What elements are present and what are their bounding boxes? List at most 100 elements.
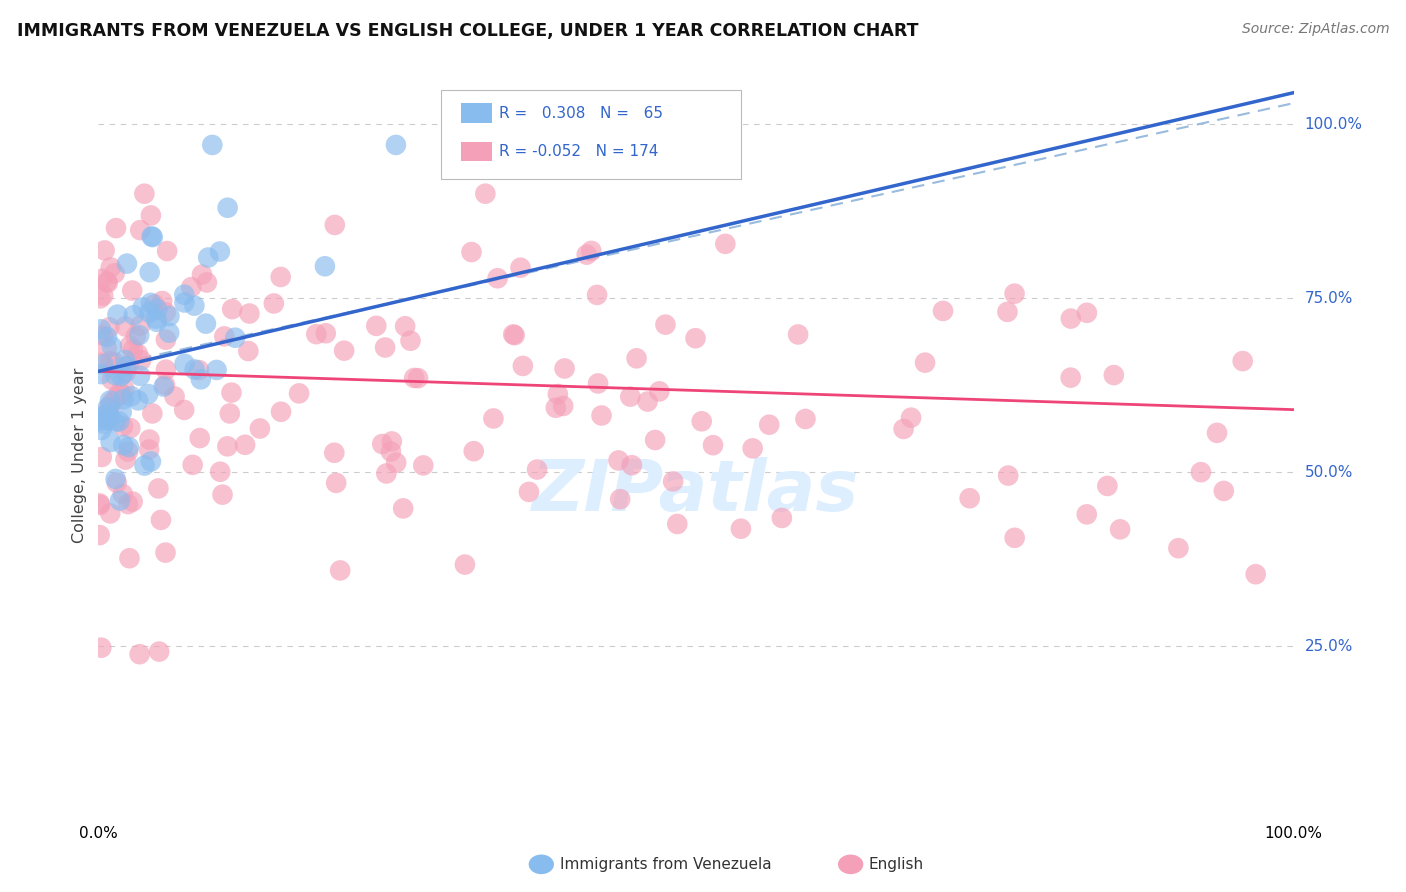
Point <box>714 236 737 251</box>
Point <box>1004 531 1026 545</box>
Point <box>122 308 145 322</box>
Point <box>758 417 780 432</box>
Point <box>662 475 685 489</box>
Point <box>127 347 149 361</box>
Point <box>238 306 260 320</box>
Point <box>118 551 141 566</box>
Point <box>325 475 347 490</box>
Point <box>214 329 236 343</box>
Point <box>93 357 115 371</box>
Point <box>121 494 143 508</box>
Point <box>270 405 292 419</box>
Point <box>1206 425 1229 440</box>
Point <box>90 423 112 437</box>
Point <box>509 260 531 275</box>
Point <box>89 292 111 306</box>
Point <box>385 137 408 152</box>
Point <box>1167 541 1189 556</box>
Point <box>149 513 172 527</box>
Point <box>91 288 114 302</box>
Point <box>153 378 176 392</box>
Point <box>129 223 152 237</box>
Point <box>120 389 142 403</box>
Text: Immigrants from Venezuela: Immigrants from Venezuela <box>560 857 772 871</box>
Point <box>205 363 228 377</box>
Point <box>111 367 134 381</box>
Point <box>112 438 135 452</box>
Point <box>138 265 160 279</box>
Text: 50.0%: 50.0% <box>1305 465 1353 480</box>
Point <box>93 417 115 431</box>
Point <box>188 363 211 377</box>
Point <box>101 373 124 387</box>
Point <box>112 382 135 396</box>
Point <box>644 433 666 447</box>
Point <box>129 353 152 368</box>
Point <box>96 412 118 426</box>
Point <box>150 294 173 309</box>
Point <box>155 305 177 319</box>
Point <box>591 409 613 423</box>
Text: R = -0.052   N = 174: R = -0.052 N = 174 <box>499 145 658 159</box>
Point <box>155 362 177 376</box>
Point <box>97 276 120 290</box>
Point <box>233 438 256 452</box>
Text: IMMIGRANTS FROM VENEZUELA VS ENGLISH COLLEGE, UNDER 1 YEAR CORRELATION CHART: IMMIGRANTS FROM VENEZUELA VS ENGLISH COL… <box>17 22 918 40</box>
Point <box>392 501 415 516</box>
Point <box>110 369 132 384</box>
Text: ZIPatlas: ZIPatlas <box>533 457 859 526</box>
Point <box>181 458 204 472</box>
Point <box>1060 370 1083 384</box>
Point <box>122 343 145 357</box>
Point <box>607 453 630 467</box>
Point <box>1076 306 1098 320</box>
Text: R =   0.308   N =   65: R = 0.308 N = 65 <box>499 106 664 120</box>
Point <box>474 186 496 201</box>
Point <box>191 268 214 282</box>
Point <box>690 414 713 428</box>
Point <box>637 394 659 409</box>
Point <box>163 389 186 403</box>
Point <box>96 275 118 289</box>
Point <box>586 376 609 391</box>
Point <box>104 356 127 370</box>
Point <box>114 365 136 379</box>
Point <box>224 331 246 345</box>
Point <box>89 413 111 427</box>
Point <box>197 251 219 265</box>
Point <box>173 287 195 301</box>
Point <box>685 331 707 345</box>
Point <box>932 304 955 318</box>
Point <box>146 315 169 329</box>
Text: English: English <box>869 857 924 871</box>
Point <box>217 201 239 215</box>
Text: 25.0%: 25.0% <box>1305 639 1353 654</box>
Point <box>108 414 131 428</box>
Point <box>107 308 129 322</box>
Point <box>619 390 641 404</box>
Point <box>138 433 160 447</box>
Point <box>104 368 127 382</box>
Point <box>101 395 124 409</box>
Point <box>128 647 150 661</box>
Point <box>249 421 271 435</box>
Point <box>111 487 134 501</box>
Point <box>375 467 398 481</box>
Point <box>315 326 337 341</box>
Point <box>142 230 165 244</box>
Point <box>1060 311 1083 326</box>
Point <box>1076 508 1098 522</box>
Point <box>654 318 676 332</box>
Point <box>139 209 162 223</box>
Text: Source: ZipAtlas.com: Source: ZipAtlas.com <box>1241 22 1389 37</box>
Point <box>526 462 548 476</box>
Point <box>141 407 163 421</box>
Point <box>201 137 224 152</box>
Point <box>98 354 121 368</box>
Point <box>148 644 170 658</box>
Point <box>997 468 1019 483</box>
Point <box>288 386 311 401</box>
Point <box>89 496 111 510</box>
Point <box>702 438 724 452</box>
Point <box>173 403 195 417</box>
